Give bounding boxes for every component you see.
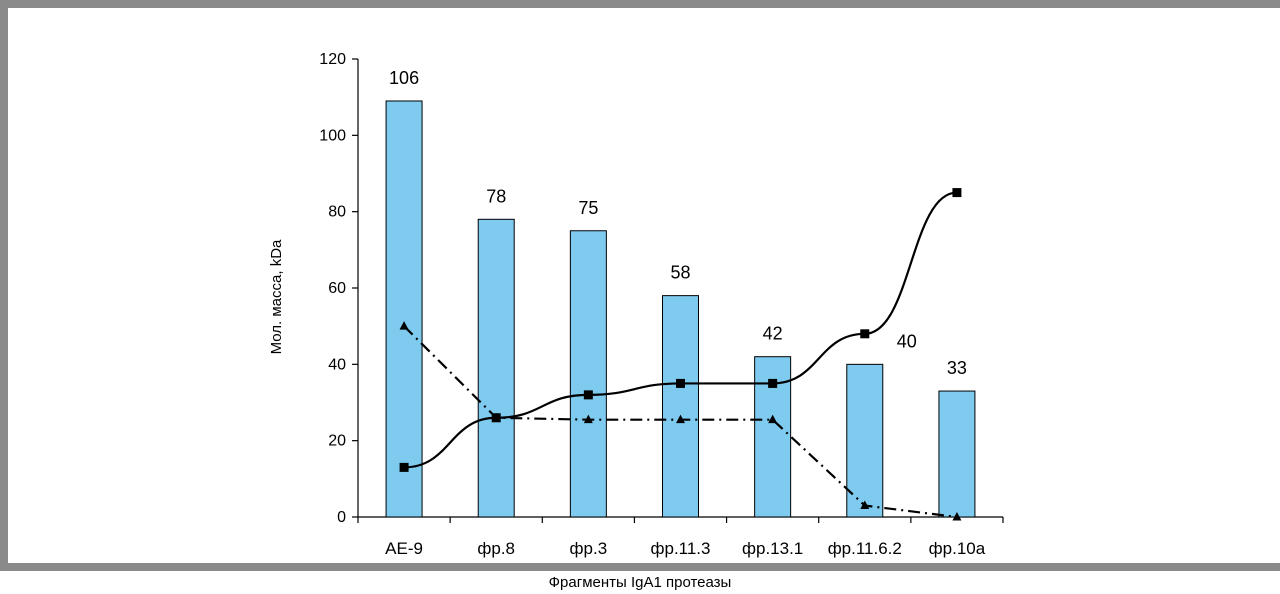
x-tick-label: AE-9 [385,539,423,558]
triangle-marker [399,321,409,330]
x-tick-label: фр.8 [477,539,515,558]
bar-data-label: 40 [897,331,917,351]
x-tick-label: фр.11.6.2 [828,539,902,558]
bar-data-label: 106 [389,68,419,88]
y-tick-label: 120 [319,51,346,68]
triangle-marker [860,500,870,510]
y-tick-label: 40 [328,356,346,373]
x-tick-label: фр.11.3 [651,539,711,558]
chart-frame [0,0,1280,571]
y-tick-label: 60 [328,280,346,297]
square-marker [860,329,870,339]
chart-lines [399,188,962,521]
triangle-marker [952,512,962,521]
x-tick-label: фр.3 [570,539,608,558]
chart-labels: 106 78 75 58 42 40 33 [389,68,967,378]
chart-axes: 0 20 40 60 80 100 120 AE-9 фр.8 фр.3 фр.11.3 фр.13.… [319,51,1004,558]
square-marker [952,188,962,198]
bar [938,390,976,518]
chart-svg: 0 20 40 60 80 100 120 AE-9 фр.8 фр.3 фр.11.3 фр.13.… [268,51,1004,558]
x-tick-label: фр.13.1 [742,539,803,558]
square-marker [768,378,778,388]
chart-bars [385,100,976,518]
bar-data-label: 78 [486,186,506,206]
bar [569,230,607,518]
bar-data-label: 75 [578,198,598,218]
bar [846,363,884,518]
bar [662,295,699,518]
square-marker [676,378,685,388]
square-marker [583,390,593,400]
y-tick-label: 80 [328,204,346,221]
y-tick-label: 0 [337,509,346,526]
y-tick-label: 100 [319,127,346,144]
triangle-marker [583,414,593,424]
triangle-marker [676,414,685,424]
triangle-marker [768,414,778,424]
bar-data-label: 58 [670,263,690,283]
y-axis-label: Мол. масса, kDa [268,239,285,354]
x-axis-label: Фрагменты IgA1 протеазы [548,574,732,591]
bar [385,100,423,518]
bar [477,218,515,518]
x-tick-label: фр.10а [929,539,986,558]
bar-data-label: 42 [763,324,783,344]
triangle-marker [491,412,501,422]
bar-data-label: 33 [947,358,967,378]
square-marker [399,462,409,472]
y-tick-label: 20 [328,433,346,450]
